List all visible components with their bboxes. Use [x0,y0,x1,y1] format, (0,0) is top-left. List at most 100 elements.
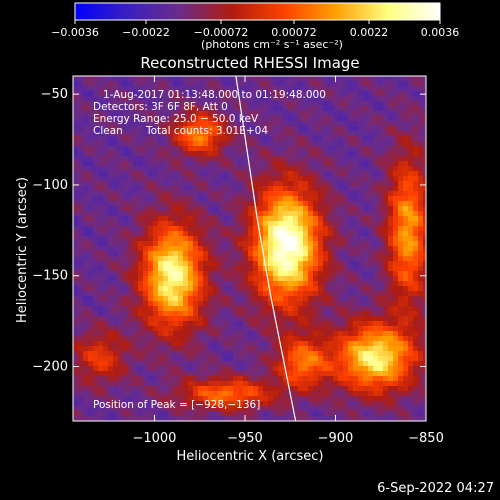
heatmap-cell [408,241,414,247]
heatmap-cell [268,101,274,107]
heatmap-cell [408,341,414,347]
heatmap-cell [318,191,324,197]
heatmap-cell [198,161,204,167]
heatmap-cell [268,176,274,182]
heatmap-cell [163,116,169,122]
heatmap-cell [248,221,254,227]
heatmap-cell [363,261,369,267]
heatmap-cell [113,336,119,342]
heatmap-cell [148,231,154,237]
heatmap-cell [393,381,399,387]
heatmap-cell [323,111,329,117]
heatmap-cell [283,96,289,102]
heatmap-cell [393,296,399,302]
heatmap-cell [388,321,394,327]
annotation-time-range: 1-Aug-2017 01:13:48.000 to 01:19:48.000 [103,89,326,101]
heatmap-cell [183,151,189,157]
heatmap-cell [408,386,414,392]
heatmap-cell [373,176,379,182]
heatmap-cell [103,281,109,287]
heatmap-cell [178,371,184,377]
heatmap-cell [128,181,134,187]
heatmap-cell [203,416,209,421]
heatmap-cell [213,301,219,307]
heatmap-cell [263,171,269,177]
heatmap-cell [308,221,314,227]
heatmap-cell [358,206,364,212]
heatmap-cell [383,286,389,292]
heatmap-cell [93,131,99,137]
heatmap-cell [393,341,399,347]
heatmap-cell [283,101,289,107]
heatmap-cell [238,131,244,137]
heatmap-cell [388,181,394,187]
heatmap-cell [348,116,354,122]
heatmap-cell [323,136,329,142]
heatmap-cell [118,211,124,217]
heatmap-cell [83,116,89,122]
heatmap-cell [268,191,274,197]
heatmap-cell [343,136,349,142]
heatmap-cell [313,206,319,212]
heatmap-cell [358,91,364,97]
heatmap-cell [323,236,329,242]
heatmap-cell [223,151,229,157]
heatmap-cell [323,106,329,112]
heatmap-cell [253,381,259,387]
heatmap-cell [403,131,409,137]
heatmap-cell [208,201,214,207]
heatmap-cell [153,136,159,142]
heatmap-cell [158,386,164,392]
heatmap-cell [103,316,109,322]
heatmap-cell [363,81,369,87]
heatmap-cell [218,76,224,82]
heatmap-cell [318,266,324,272]
heatmap-cell [308,336,314,342]
heatmap-cell [93,181,99,187]
heatmap-cell [108,171,114,177]
heatmap-cell [163,111,169,117]
heatmap-cell [273,381,279,387]
heatmap-cell [173,331,179,337]
heatmap-cell [418,166,424,172]
heatmap-cell [158,121,164,127]
heatmap-cell [308,266,314,272]
heatmap-cell [373,106,379,112]
heatmap-cell [343,416,349,421]
heatmap-cell [283,296,289,302]
heatmap-cell [193,196,199,202]
heatmap-cell [248,206,254,212]
heatmap-cell [168,171,174,177]
heatmap-cell [308,191,314,197]
heatmap-cell [348,411,354,417]
heatmap-cell [218,331,224,337]
heatmap-cell [188,206,194,212]
heatmap-cell [308,176,314,182]
heatmap-cell [278,401,284,407]
heatmap-cell [403,251,409,257]
heatmap-cell [388,211,394,217]
heatmap-cell [103,371,109,377]
heatmap-cell [208,411,214,417]
heatmap-cell [333,101,339,107]
heatmap-cell [193,341,199,347]
heatmap-cell [198,246,204,252]
heatmap-cell [293,241,299,247]
heatmap-cell [128,306,134,312]
heatmap-cell [408,246,414,252]
heatmap-cell [363,306,369,312]
heatmap-cell [343,276,349,282]
heatmap-cell [208,386,214,392]
heatmap-cell [283,386,289,392]
heatmap-cell [78,416,84,421]
heatmap-cell [268,236,274,242]
heatmap-cell [233,276,239,282]
heatmap-cell [323,146,329,152]
heatmap-cell [388,276,394,282]
heatmap-cell [143,346,149,352]
heatmap-cell [208,116,214,122]
heatmap-cell [268,396,274,402]
heatmap-cell [173,316,179,322]
heatmap-cell [283,126,289,132]
heatmap-cell [108,276,114,282]
